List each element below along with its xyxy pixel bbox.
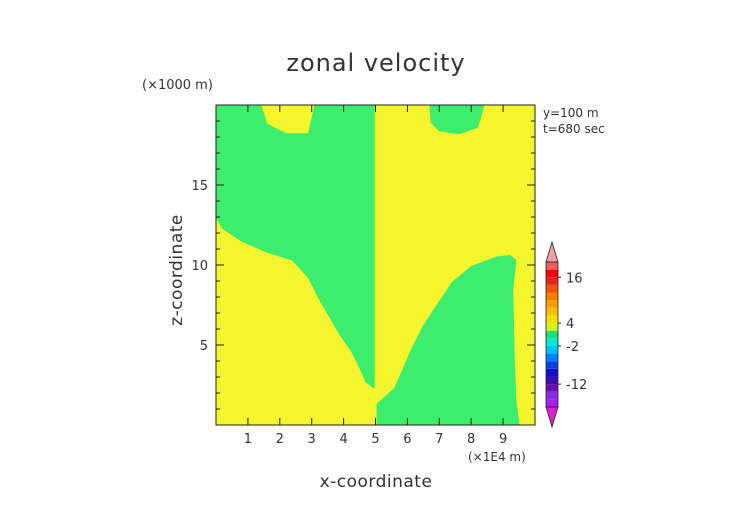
colorbar-label: 4	[566, 317, 574, 332]
x-tick-label: 7	[435, 432, 443, 447]
colorbar-band	[546, 307, 558, 316]
colorbar-label: -2	[566, 340, 579, 355]
x-tick-label: 9	[499, 432, 507, 447]
x-tick-label: 8	[467, 432, 475, 447]
x-tick-label: 4	[339, 432, 347, 447]
colorbar-band	[546, 277, 558, 285]
x-tick-label: 3	[308, 432, 316, 447]
colorbar-label: 16	[566, 271, 583, 286]
colorbar-band	[546, 391, 558, 400]
colorbar-band	[546, 399, 558, 407]
x-tick-label: 1	[244, 432, 252, 447]
colorbar-band	[546, 323, 558, 331]
plot-area: 1 2 3 4 5 6 7 8 9 5 10 15	[191, 104, 536, 447]
colorbar-band	[546, 368, 558, 377]
colorbar: 16 4 -2 -12	[545, 240, 587, 429]
colorbar-band	[546, 353, 558, 362]
annotation-time: t=680 sec	[543, 122, 605, 136]
colorbar-label: -12	[566, 378, 587, 393]
colorbar-band	[546, 338, 558, 346]
colorbar-band	[546, 262, 558, 270]
colorbar-band	[546, 384, 558, 392]
x-tick-label: 6	[403, 432, 411, 447]
region-green-left-upper	[215, 104, 375, 389]
x-axis-label: x-coordinate	[320, 472, 433, 492]
y-tick-label: 15	[191, 179, 208, 194]
chart-title: zonal velocity	[286, 49, 465, 77]
y-axis-label: z-coordinate	[167, 214, 187, 326]
x-tick-label: 5	[371, 432, 379, 447]
colorbar-band	[546, 330, 558, 339]
colorbar-under-arrow	[545, 406, 559, 429]
colorbar-band	[546, 292, 558, 301]
x-unit-label: (×1E4 m)	[468, 450, 526, 464]
region-green-right-lower	[376, 254, 520, 426]
colorbar-frame	[545, 261, 559, 408]
colorbar-over-arrow	[545, 240, 559, 263]
colorbar-band	[546, 315, 558, 324]
velocity-regions	[215, 104, 520, 426]
colorbar-band	[546, 345, 558, 354]
y-unit-label: (×1000 m)	[142, 78, 213, 93]
annotation-y: y=100 m	[543, 106, 599, 120]
x-tick-label: 2	[276, 432, 284, 447]
axis-ticks: 1 2 3 4 5 6 7 8 9 5 10 15	[191, 105, 535, 447]
colorbar-band	[546, 300, 558, 308]
y-tick-label: 10	[191, 259, 208, 274]
y-tick-label: 5	[200, 339, 208, 354]
colorbar-band	[546, 376, 558, 385]
colorbar-band	[546, 269, 558, 278]
colorbar-band	[546, 361, 558, 369]
colorbar-band	[546, 284, 558, 293]
